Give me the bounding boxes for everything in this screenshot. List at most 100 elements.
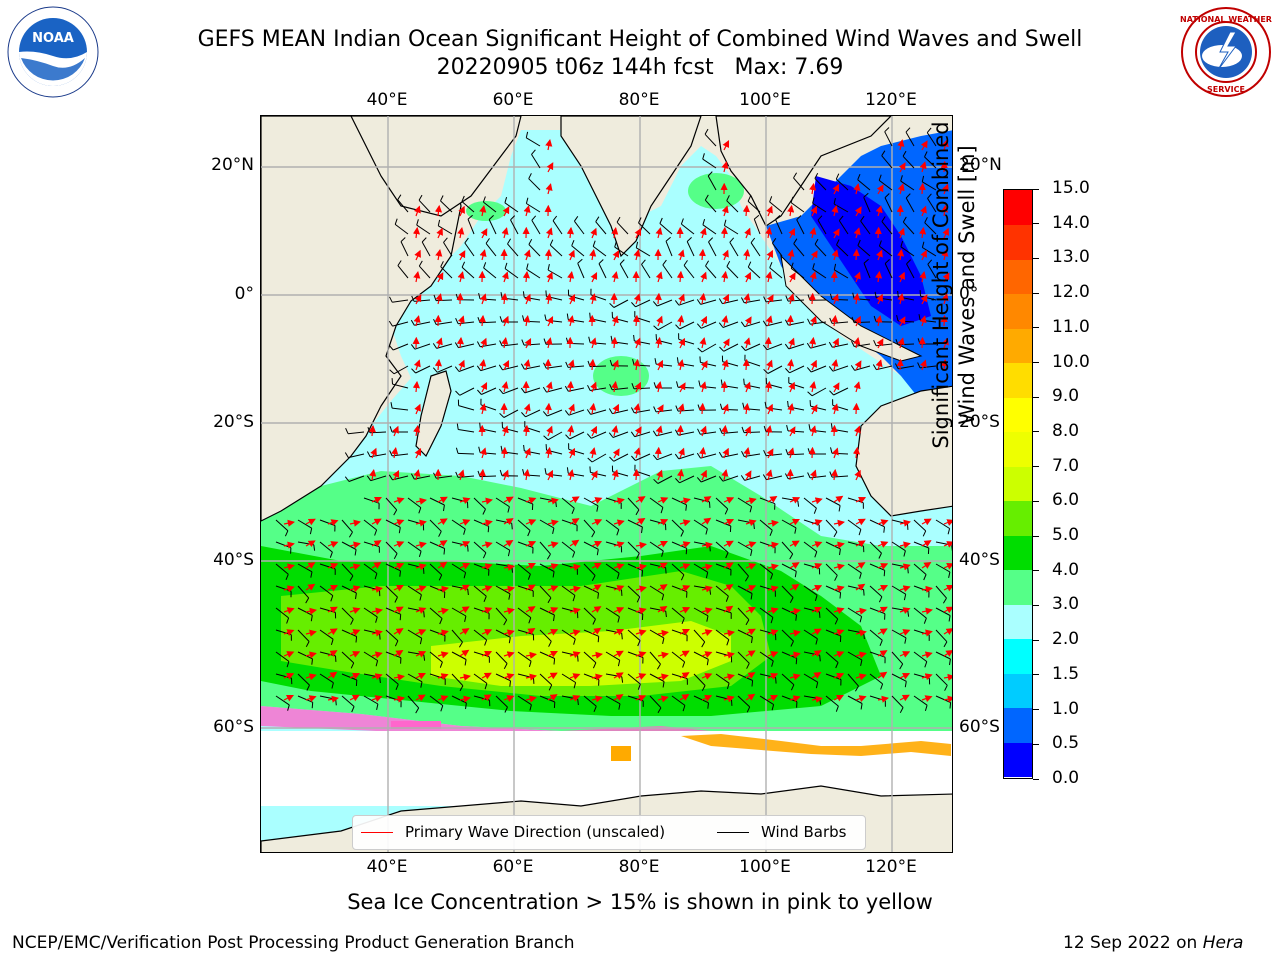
wind-barb-flag — [597, 636, 600, 643]
wave-arrow — [547, 694, 558, 701]
wave-arrow — [569, 563, 581, 571]
wave-arrow — [459, 497, 471, 505]
wave-arrow — [657, 497, 669, 504]
wind-barb-flag — [528, 661, 532, 668]
wave-arrow — [547, 541, 559, 549]
wind-barb — [715, 673, 730, 684]
wind-barb-flag — [701, 641, 706, 648]
wave-arrow — [898, 316, 906, 327]
wind-barb-flag — [762, 344, 768, 351]
wave-arrow — [503, 518, 514, 525]
map-plot-area[interactable] — [260, 115, 953, 853]
wind-barb-flag — [661, 550, 664, 557]
wind-barb — [656, 431, 673, 437]
wind-barb-flag — [863, 192, 869, 198]
wave-arrow — [283, 607, 295, 615]
wave-arrow — [723, 695, 735, 703]
wind-barb-flag — [749, 506, 753, 513]
wave-arrow — [523, 403, 531, 415]
wind-barb-flag — [835, 705, 839, 712]
colorbar-segment — [1004, 604, 1032, 640]
wave-arrow — [677, 403, 685, 415]
wind-barb-flag — [917, 362, 921, 369]
wind-barb — [707, 175, 717, 191]
wave-arrow — [612, 448, 620, 459]
wind-barb-flag — [507, 506, 510, 513]
wave-arrow — [524, 338, 532, 349]
wave-arrow — [920, 205, 927, 217]
wind-barb — [341, 607, 354, 620]
wave-arrow — [678, 337, 685, 349]
wave-arrow — [943, 519, 952, 526]
wind-barb — [649, 585, 664, 595]
colorbar-tick-mark — [1033, 188, 1039, 190]
wind-barb-flag — [729, 237, 735, 243]
wave-arrow — [896, 358, 904, 371]
wave-arrow — [920, 140, 928, 151]
wind-barb — [857, 245, 871, 257]
wave-arrow — [920, 249, 927, 261]
wave-arrow — [523, 359, 531, 371]
wave-arrow — [567, 469, 575, 481]
wind-barb-flag — [923, 617, 927, 624]
wave-arrow — [501, 227, 509, 239]
wind-barb — [869, 585, 883, 598]
wind-barb-flag — [697, 428, 701, 435]
wave-arrow — [283, 694, 294, 702]
wind-barb-flag — [706, 615, 709, 622]
colorbar-tick-mark — [1033, 570, 1039, 572]
wave-arrow — [371, 629, 383, 637]
wind-barb — [927, 264, 937, 279]
wave-arrow — [370, 447, 377, 459]
wave-arrow — [855, 651, 867, 659]
wave-arrow — [589, 293, 597, 305]
wind-barb — [766, 343, 783, 351]
wave-arrow — [743, 293, 751, 305]
wave-arrow — [765, 315, 773, 327]
wind-barb — [737, 585, 753, 594]
wind-barb — [539, 585, 552, 599]
wind-barb — [483, 201, 497, 213]
wind-barb-flag — [814, 595, 818, 602]
wave-arrow — [852, 248, 860, 261]
wind-barb — [392, 299, 409, 303]
wave-arrow — [435, 337, 443, 349]
wave-arrow — [743, 337, 751, 349]
wave-arrow — [789, 562, 800, 569]
wind-barb — [341, 519, 353, 533]
wind-barb-flag — [354, 549, 357, 556]
wind-barb-flag — [726, 683, 730, 690]
wind-barb-flag — [571, 508, 575, 514]
wave-arrow — [502, 206, 510, 217]
wind-barb-flag — [483, 262, 487, 269]
wind-barb-flag — [743, 378, 745, 385]
colorbar-segment — [1004, 638, 1032, 674]
wind-barb-flag — [527, 573, 531, 580]
wind-barb-flag — [835, 173, 840, 180]
wind-barb-flag — [750, 593, 753, 600]
wave-arrow — [393, 541, 405, 548]
wind-barb — [451, 651, 467, 660]
wave-arrow — [349, 519, 361, 527]
lat-tick-left-20s: 20°S — [213, 412, 254, 432]
wind-barb — [891, 629, 907, 639]
wind-barb — [495, 497, 510, 508]
wind-barb — [905, 131, 915, 147]
wind-barb-flag — [719, 346, 725, 352]
wave-arrow — [787, 249, 795, 261]
footer-credit: NCEP/EMC/Verification Post Processing Pr… — [12, 933, 575, 953]
wind-barb — [860, 220, 871, 235]
wind-barb-flag — [903, 594, 907, 601]
wave-arrow — [413, 271, 421, 283]
wave-arrow — [745, 519, 757, 527]
wind-barb-flag — [771, 660, 774, 667]
wave-arrow — [612, 359, 619, 371]
wind-barb-flag — [859, 616, 863, 623]
wave-arrow — [591, 606, 602, 613]
wave-arrow — [833, 694, 844, 702]
wind-barb-flag — [586, 409, 592, 415]
wind-barb-flag — [859, 572, 862, 579]
wave-arrow — [283, 673, 295, 680]
wind-barb-flag — [543, 435, 549, 441]
wind-barb — [737, 673, 753, 681]
